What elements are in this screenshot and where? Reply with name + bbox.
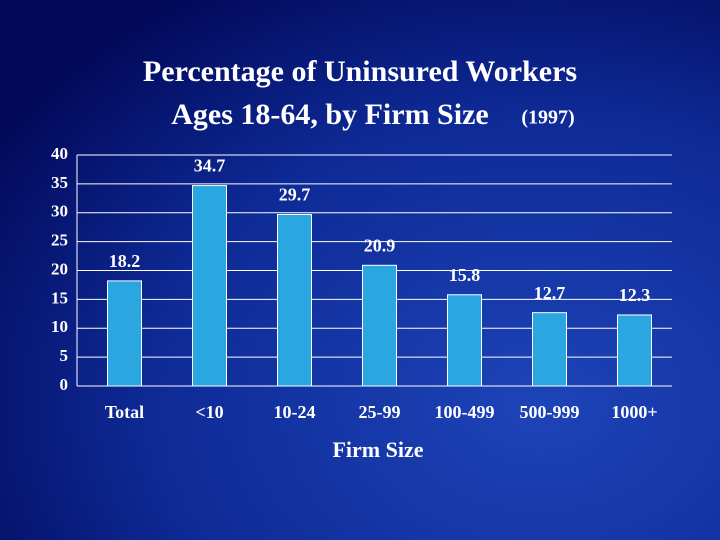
chart-title: Ages 18-64, by Firm Size — [171, 98, 488, 131]
x-tick-label: <10 — [195, 402, 223, 422]
y-tick-label: 40 — [51, 144, 68, 163]
bar — [447, 294, 482, 387]
bar — [532, 312, 567, 387]
y-tick-label: 0 — [60, 375, 69, 394]
bar — [192, 185, 227, 387]
y-tick-label: 10 — [51, 317, 68, 336]
x-axis-label: Firm Size — [332, 437, 423, 462]
y-tick-label: 20 — [51, 259, 68, 278]
data-label: 18.2 — [109, 251, 141, 271]
data-label: 34.7 — [194, 156, 226, 176]
data-label: 20.9 — [364, 235, 396, 255]
bar — [362, 264, 397, 387]
x-tick-label: 500-999 — [520, 402, 580, 422]
x-tick-label: 10-24 — [274, 402, 316, 422]
x-tick-label: Total — [105, 402, 144, 422]
data-label: 15.8 — [449, 265, 481, 285]
data-label: 12.3 — [619, 285, 651, 305]
y-tick-label: 25 — [51, 231, 68, 250]
chart-title: Percentage of Uninsured Workers — [143, 55, 577, 88]
y-tick-label: 5 — [60, 346, 69, 365]
chart-title-year: (1997) — [521, 107, 574, 129]
y-tick-label: 15 — [51, 288, 68, 307]
bar — [617, 314, 652, 387]
x-tick-label: 1000+ — [611, 402, 657, 422]
x-tick-label: 100-499 — [435, 402, 495, 422]
data-label: 12.7 — [534, 283, 566, 303]
data-label: 29.7 — [279, 185, 311, 205]
x-tick-label: 25-99 — [359, 402, 401, 422]
y-tick-label: 35 — [51, 173, 68, 192]
bar — [107, 280, 142, 387]
bar — [277, 213, 312, 387]
y-tick-label: 30 — [51, 202, 68, 221]
